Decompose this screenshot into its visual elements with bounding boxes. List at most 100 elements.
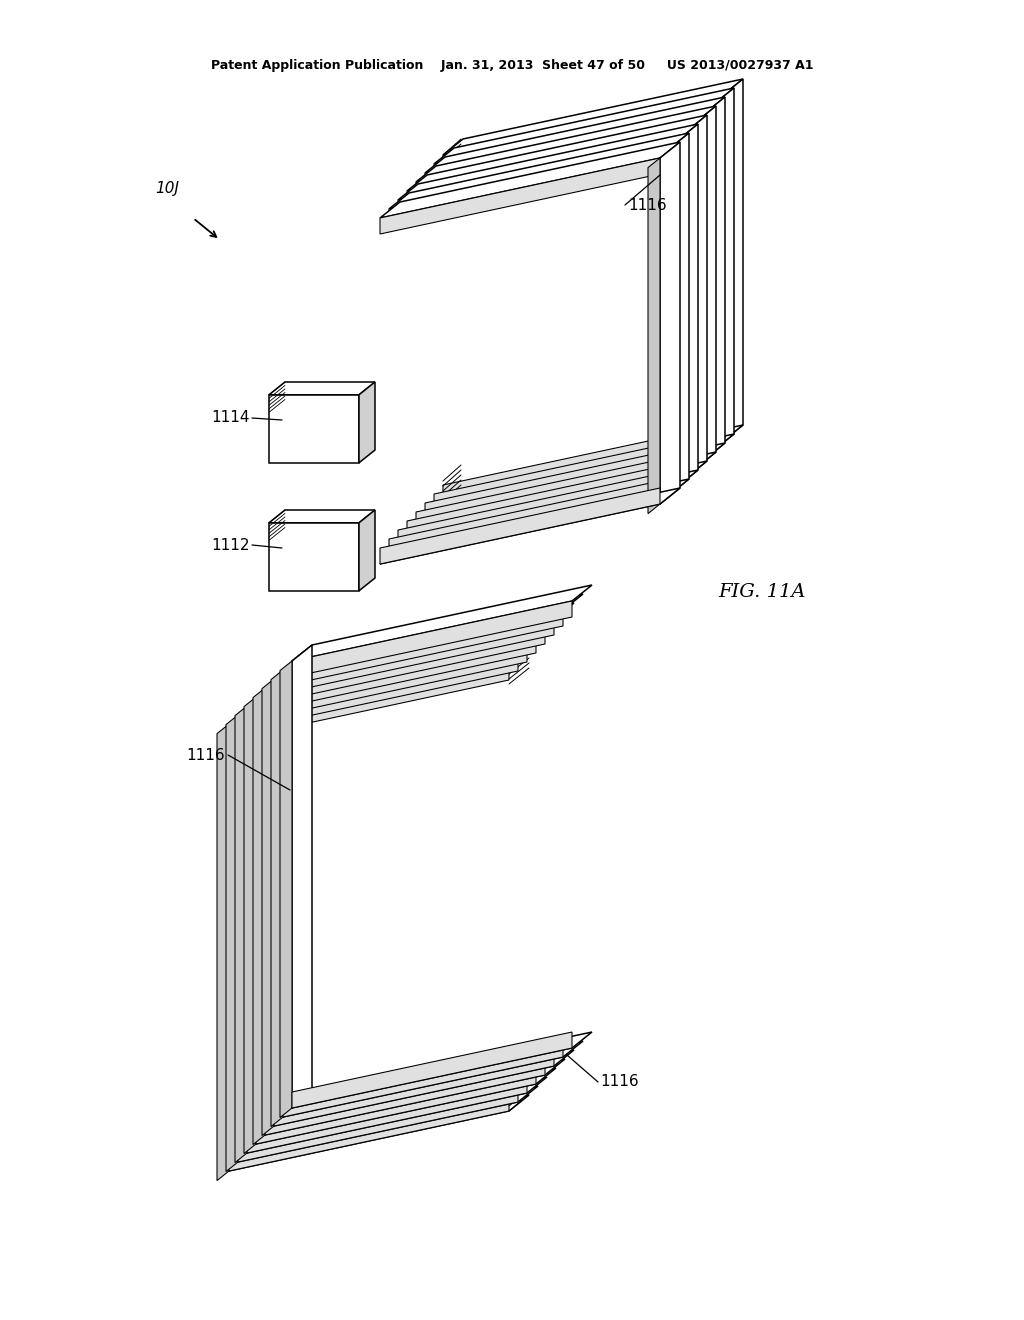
- Polygon shape: [425, 444, 725, 519]
- Polygon shape: [274, 603, 574, 678]
- Polygon shape: [407, 131, 687, 207]
- Polygon shape: [265, 628, 545, 704]
- Polygon shape: [269, 381, 375, 395]
- Polygon shape: [359, 381, 375, 463]
- Polygon shape: [687, 115, 707, 477]
- Polygon shape: [416, 451, 696, 528]
- Text: Patent Application Publication    Jan. 31, 2013  Sheet 47 of 50     US 2013/0027: Patent Application Publication Jan. 31, …: [211, 58, 813, 71]
- Polygon shape: [238, 639, 538, 715]
- Polygon shape: [407, 461, 687, 537]
- Polygon shape: [648, 158, 660, 513]
- Polygon shape: [247, 1077, 547, 1152]
- Polygon shape: [416, 451, 716, 528]
- Polygon shape: [666, 140, 678, 495]
- Polygon shape: [443, 425, 723, 502]
- Polygon shape: [660, 143, 680, 504]
- Polygon shape: [244, 697, 256, 1154]
- Polygon shape: [256, 681, 276, 1144]
- Polygon shape: [283, 1041, 563, 1117]
- Polygon shape: [705, 96, 725, 459]
- Polygon shape: [292, 645, 312, 1107]
- Polygon shape: [657, 149, 669, 504]
- Text: 1116: 1116: [600, 1074, 639, 1089]
- Polygon shape: [247, 1077, 527, 1152]
- Polygon shape: [269, 395, 359, 463]
- Polygon shape: [359, 510, 375, 591]
- Polygon shape: [443, 425, 743, 502]
- Polygon shape: [292, 1032, 592, 1107]
- Polygon shape: [425, 444, 705, 519]
- Polygon shape: [684, 121, 696, 478]
- Polygon shape: [283, 653, 303, 1117]
- Polygon shape: [425, 96, 725, 173]
- Polygon shape: [398, 470, 698, 546]
- Polygon shape: [389, 479, 669, 554]
- Polygon shape: [265, 672, 285, 1135]
- Polygon shape: [265, 1059, 545, 1135]
- Polygon shape: [238, 1086, 518, 1162]
- Polygon shape: [434, 434, 734, 510]
- Polygon shape: [234, 706, 247, 1163]
- Polygon shape: [283, 594, 583, 671]
- Polygon shape: [425, 114, 705, 189]
- Polygon shape: [238, 655, 518, 731]
- Polygon shape: [274, 1049, 574, 1126]
- Polygon shape: [274, 663, 294, 1126]
- Polygon shape: [398, 140, 678, 216]
- Polygon shape: [389, 149, 669, 224]
- Polygon shape: [265, 612, 565, 688]
- Polygon shape: [283, 610, 563, 686]
- Polygon shape: [238, 700, 258, 1162]
- Polygon shape: [407, 115, 707, 191]
- Polygon shape: [416, 121, 696, 198]
- Polygon shape: [711, 95, 723, 450]
- Text: 1116: 1116: [186, 747, 225, 763]
- Text: 1112: 1112: [212, 537, 250, 553]
- Polygon shape: [693, 114, 705, 469]
- Polygon shape: [380, 158, 660, 234]
- Polygon shape: [389, 479, 689, 554]
- Polygon shape: [229, 648, 529, 723]
- Polygon shape: [434, 104, 714, 180]
- Polygon shape: [274, 1049, 554, 1126]
- Polygon shape: [714, 88, 734, 450]
- Polygon shape: [407, 461, 707, 537]
- Text: 1116: 1116: [628, 198, 667, 213]
- Polygon shape: [696, 106, 716, 469]
- Polygon shape: [247, 690, 267, 1152]
- Polygon shape: [269, 523, 359, 591]
- Polygon shape: [702, 104, 714, 459]
- Polygon shape: [380, 488, 660, 564]
- Polygon shape: [292, 1032, 572, 1107]
- Polygon shape: [269, 510, 375, 523]
- Polygon shape: [723, 79, 743, 441]
- Polygon shape: [280, 661, 292, 1118]
- Polygon shape: [229, 1096, 529, 1171]
- Text: FIG. 11A: FIG. 11A: [718, 583, 806, 601]
- Polygon shape: [675, 131, 687, 487]
- Polygon shape: [256, 1068, 556, 1144]
- Polygon shape: [217, 723, 229, 1180]
- Polygon shape: [253, 688, 265, 1144]
- Polygon shape: [292, 585, 592, 661]
- Polygon shape: [256, 1068, 536, 1144]
- Polygon shape: [283, 1041, 583, 1117]
- Polygon shape: [256, 620, 556, 697]
- Text: 1114: 1114: [212, 411, 250, 425]
- Polygon shape: [398, 470, 678, 546]
- Polygon shape: [389, 133, 689, 209]
- Polygon shape: [434, 88, 734, 164]
- Polygon shape: [262, 678, 274, 1135]
- Polygon shape: [292, 601, 572, 677]
- Polygon shape: [271, 671, 283, 1126]
- Polygon shape: [434, 434, 714, 510]
- Polygon shape: [265, 1059, 565, 1135]
- Polygon shape: [380, 143, 680, 218]
- Polygon shape: [416, 106, 716, 182]
- Polygon shape: [256, 638, 536, 713]
- Text: 10J: 10J: [155, 181, 179, 195]
- Polygon shape: [226, 715, 238, 1172]
- Polygon shape: [443, 95, 723, 172]
- Polygon shape: [247, 630, 547, 706]
- Polygon shape: [678, 124, 698, 486]
